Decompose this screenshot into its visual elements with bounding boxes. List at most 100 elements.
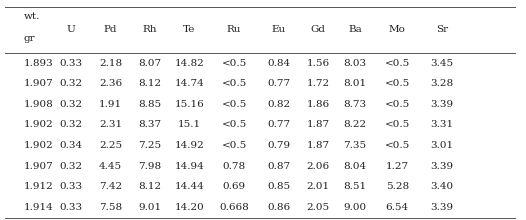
Text: 8.37: 8.37 bbox=[138, 121, 161, 130]
Text: 8.03: 8.03 bbox=[343, 59, 367, 68]
Text: 14.82: 14.82 bbox=[175, 59, 204, 68]
Text: 1.907: 1.907 bbox=[24, 79, 54, 88]
Text: 2.06: 2.06 bbox=[307, 162, 330, 171]
Text: 1.902: 1.902 bbox=[24, 121, 54, 130]
Text: 2.05: 2.05 bbox=[307, 203, 330, 212]
Text: 0.32: 0.32 bbox=[59, 162, 83, 171]
Text: Sr: Sr bbox=[436, 25, 448, 34]
Text: 1.87: 1.87 bbox=[307, 121, 330, 130]
Text: Ba: Ba bbox=[348, 25, 362, 34]
Text: 1.914: 1.914 bbox=[24, 203, 54, 212]
Text: 14.74: 14.74 bbox=[175, 79, 204, 88]
Text: 15.1: 15.1 bbox=[178, 121, 201, 130]
Text: <0.5: <0.5 bbox=[221, 141, 247, 150]
Text: Ru: Ru bbox=[227, 25, 241, 34]
Text: 0.82: 0.82 bbox=[267, 100, 290, 109]
Text: Te: Te bbox=[183, 25, 196, 34]
Text: wt.: wt. bbox=[24, 12, 40, 21]
Text: 8.51: 8.51 bbox=[343, 182, 367, 191]
Text: 3.39: 3.39 bbox=[430, 162, 453, 171]
Text: <0.5: <0.5 bbox=[221, 79, 247, 88]
Text: 0.86: 0.86 bbox=[267, 203, 290, 212]
Text: 0.87: 0.87 bbox=[267, 162, 290, 171]
Text: 14.20: 14.20 bbox=[175, 203, 204, 212]
Text: 3.28: 3.28 bbox=[430, 79, 453, 88]
Text: 15.16: 15.16 bbox=[175, 100, 204, 109]
Text: 0.79: 0.79 bbox=[267, 141, 290, 150]
Text: 8.73: 8.73 bbox=[343, 100, 367, 109]
Text: 0.69: 0.69 bbox=[222, 182, 246, 191]
Text: 2.31: 2.31 bbox=[99, 121, 122, 130]
Text: 0.33: 0.33 bbox=[59, 59, 83, 68]
Text: 3.39: 3.39 bbox=[430, 203, 453, 212]
Text: <0.5: <0.5 bbox=[385, 59, 410, 68]
Text: 0.32: 0.32 bbox=[59, 121, 83, 130]
Text: 1.902: 1.902 bbox=[24, 141, 54, 150]
Text: 2.18: 2.18 bbox=[99, 59, 122, 68]
Text: <0.5: <0.5 bbox=[385, 100, 410, 109]
Text: 8.12: 8.12 bbox=[138, 79, 161, 88]
Text: 14.92: 14.92 bbox=[175, 141, 204, 150]
Text: <0.5: <0.5 bbox=[221, 121, 247, 130]
Text: 8.85: 8.85 bbox=[138, 100, 161, 109]
Text: 7.58: 7.58 bbox=[99, 203, 122, 212]
Text: 8.07: 8.07 bbox=[138, 59, 161, 68]
Text: 8.04: 8.04 bbox=[343, 162, 367, 171]
Text: 9.01: 9.01 bbox=[138, 203, 161, 212]
Text: 0.77: 0.77 bbox=[267, 79, 290, 88]
Text: Gd: Gd bbox=[311, 25, 326, 34]
Text: 1.893: 1.893 bbox=[24, 59, 54, 68]
Text: 3.39: 3.39 bbox=[430, 100, 453, 109]
Text: 8.12: 8.12 bbox=[138, 182, 161, 191]
Text: 1.72: 1.72 bbox=[307, 79, 330, 88]
Text: 1.907: 1.907 bbox=[24, 162, 54, 171]
Text: 1.87: 1.87 bbox=[307, 141, 330, 150]
Text: 6.54: 6.54 bbox=[386, 203, 409, 212]
Text: Pd: Pd bbox=[104, 25, 117, 34]
Text: 0.77: 0.77 bbox=[267, 121, 290, 130]
Text: <0.5: <0.5 bbox=[385, 121, 410, 130]
Text: 7.42: 7.42 bbox=[99, 182, 122, 191]
Text: 9.00: 9.00 bbox=[343, 203, 367, 212]
Text: 14.94: 14.94 bbox=[175, 162, 204, 171]
Text: 1.908: 1.908 bbox=[24, 100, 54, 109]
Text: 1.27: 1.27 bbox=[386, 162, 409, 171]
Text: 8.22: 8.22 bbox=[343, 121, 367, 130]
Text: <0.5: <0.5 bbox=[221, 100, 247, 109]
Text: 2.36: 2.36 bbox=[99, 79, 122, 88]
Text: 0.668: 0.668 bbox=[219, 203, 249, 212]
Text: 3.31: 3.31 bbox=[430, 121, 453, 130]
Text: 2.25: 2.25 bbox=[99, 141, 122, 150]
Text: 1.912: 1.912 bbox=[24, 182, 54, 191]
Text: 1.91: 1.91 bbox=[99, 100, 122, 109]
Text: 1.86: 1.86 bbox=[307, 100, 330, 109]
Text: <0.5: <0.5 bbox=[385, 79, 410, 88]
Text: 0.78: 0.78 bbox=[222, 162, 246, 171]
Text: 0.33: 0.33 bbox=[59, 203, 83, 212]
Text: Mo: Mo bbox=[389, 25, 406, 34]
Text: Rh: Rh bbox=[143, 25, 157, 34]
Text: 14.44: 14.44 bbox=[175, 182, 204, 191]
Text: 2.01: 2.01 bbox=[307, 182, 330, 191]
Text: 0.32: 0.32 bbox=[59, 79, 83, 88]
Text: 7.98: 7.98 bbox=[138, 162, 161, 171]
Text: 4.45: 4.45 bbox=[99, 162, 122, 171]
Text: 0.32: 0.32 bbox=[59, 100, 83, 109]
Text: U: U bbox=[67, 25, 75, 34]
Text: 7.25: 7.25 bbox=[138, 141, 161, 150]
Text: 0.34: 0.34 bbox=[59, 141, 83, 150]
Text: 8.01: 8.01 bbox=[343, 79, 367, 88]
Text: 3.45: 3.45 bbox=[430, 59, 453, 68]
Text: Eu: Eu bbox=[272, 25, 286, 34]
Text: <0.5: <0.5 bbox=[221, 59, 247, 68]
Text: 1.56: 1.56 bbox=[307, 59, 330, 68]
Text: 0.33: 0.33 bbox=[59, 182, 83, 191]
Text: 0.84: 0.84 bbox=[267, 59, 290, 68]
Text: 3.01: 3.01 bbox=[430, 141, 453, 150]
Text: 5.28: 5.28 bbox=[386, 182, 409, 191]
Text: 7.35: 7.35 bbox=[343, 141, 367, 150]
Text: <0.5: <0.5 bbox=[385, 141, 410, 150]
Text: gr: gr bbox=[24, 34, 35, 43]
Text: 3.40: 3.40 bbox=[430, 182, 453, 191]
Text: 0.85: 0.85 bbox=[267, 182, 290, 191]
